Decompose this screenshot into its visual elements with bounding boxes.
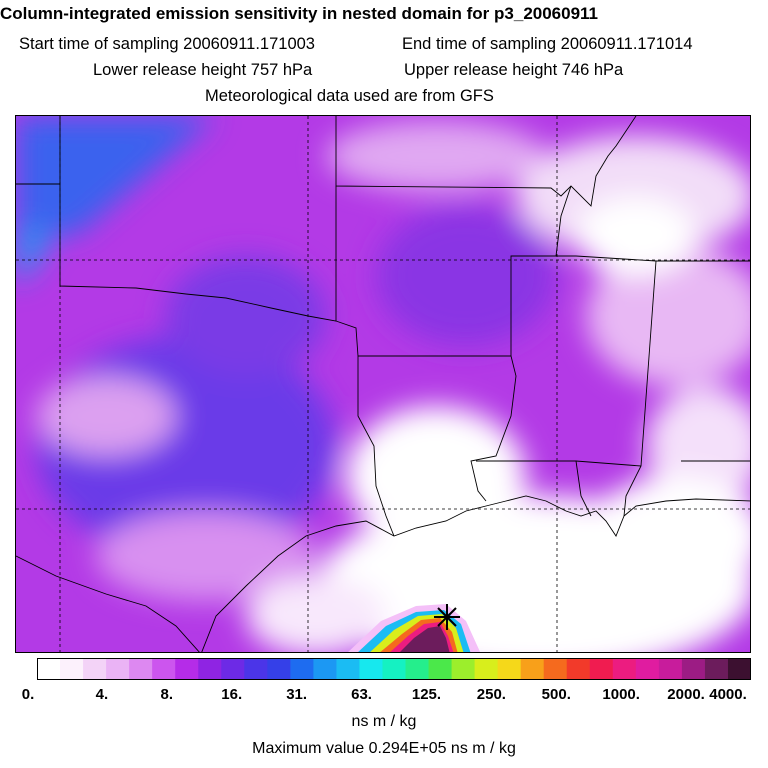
colorbar-tick-label: 4.: [95, 686, 109, 703]
colorbar-segment: [428, 658, 453, 680]
colorbar-segment: [520, 658, 545, 680]
colorbar-segment: [152, 658, 176, 680]
colorbar-tick-label: 16.: [221, 686, 243, 703]
colorbar-segment: [727, 658, 751, 680]
colorbar-segment: [497, 658, 522, 680]
colorbar-border: [37, 658, 751, 680]
colorbar-tick-label: 8.: [160, 686, 174, 703]
colorbar-tick-label: 125.: [411, 686, 442, 703]
colorbar-tick-label: 2000.: [667, 686, 705, 703]
colorbar-tick-label: 500.: [541, 686, 571, 703]
colorbar-segment: [359, 658, 383, 680]
colorbar-segment: [336, 658, 360, 680]
colorbar-segment: [589, 658, 614, 680]
met-data-label: Meteorological data used are from GFS: [205, 87, 494, 105]
plot-title: Column-integrated emission sensitivity i…: [0, 4, 599, 23]
colorbar-tick-label: 250.: [476, 686, 506, 703]
boundaries: [16, 116, 750, 652]
upper-release-label: Upper release height 746 hPa: [404, 61, 624, 79]
colorbar-segment: [566, 658, 591, 680]
max-value-label: Maximum value 0.294E+05 ns m / kg: [252, 740, 516, 757]
colorbar-segment: [290, 658, 314, 680]
colorbar-segment: [405, 658, 430, 680]
colorbar-segment: [129, 658, 153, 680]
colorbar-segment: [221, 658, 245, 680]
colorbar: [37, 658, 751, 680]
sensitivity-map: [16, 116, 750, 652]
colorbar-tick-label: 31.: [286, 686, 308, 703]
map-panel: [15, 115, 751, 653]
colorbar-tick-label: 63.: [351, 686, 372, 703]
colorbar-segment: [267, 658, 291, 680]
colorbar-segment: [658, 658, 683, 680]
colorbar-segment: [451, 658, 476, 680]
lower-release-label: Lower release height 757 hPa: [93, 61, 313, 79]
colorbar-tick-label: 4000.: [709, 686, 747, 703]
colorbar-segment: [83, 658, 107, 680]
star-marker-icon: [434, 604, 460, 630]
colorbar-segment: [474, 658, 499, 680]
colorbar-segment: [543, 658, 568, 680]
colorbar-segment: [635, 658, 660, 680]
colorbar-segment: [704, 658, 729, 680]
colorbar-tick-label: 0.: [21, 686, 35, 703]
colorbar-segment: [60, 658, 84, 680]
colorbar-segment: [198, 658, 222, 680]
colorbar-segment: [681, 658, 706, 680]
colorbar-segment: [382, 658, 407, 680]
colorbar-segment: [37, 658, 61, 680]
colorbar-units: ns m / kg: [351, 713, 417, 730]
colorbar-segment: [175, 658, 199, 680]
start-time-label: Start time of sampling 20060911.171003: [19, 35, 315, 53]
colorbar-segment: [612, 658, 637, 680]
end-time-label: End time of sampling 20060911.171014: [402, 35, 693, 53]
colorbar-segment: [106, 658, 130, 680]
colorbar-segment: [313, 658, 337, 680]
colorbar-segment: [244, 658, 268, 680]
colorbar-tick-label: 1000.: [602, 686, 640, 703]
